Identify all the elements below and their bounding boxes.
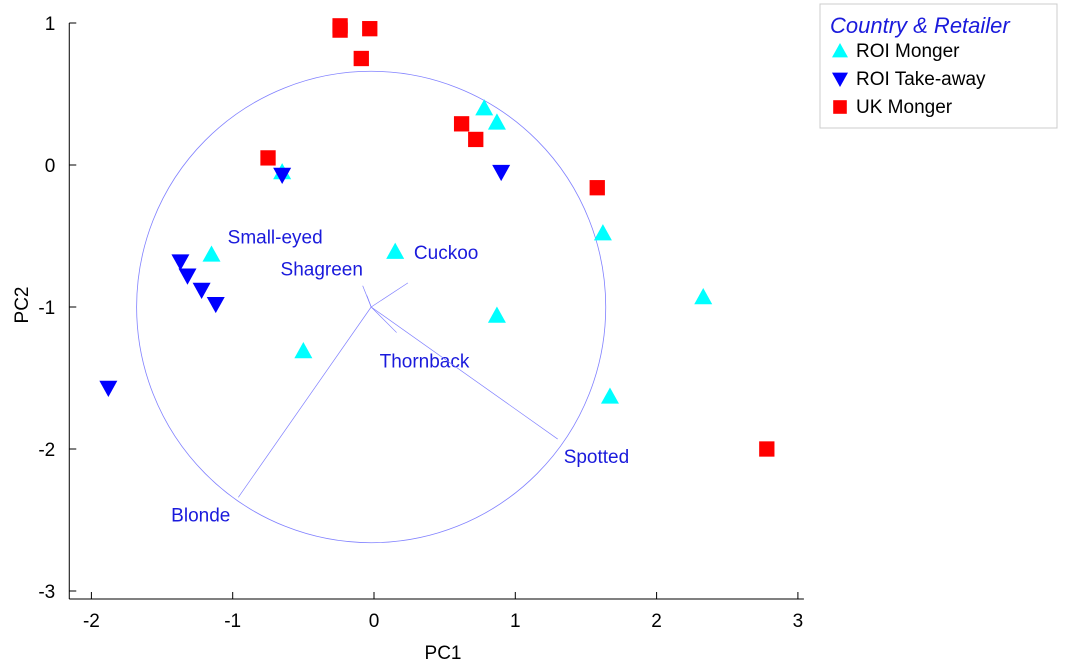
loading-vector-label: Small-eyed [228, 228, 323, 249]
legend-marker-uk-monger [833, 100, 847, 114]
legend-marker-roi-take-away [832, 72, 848, 87]
legend-label-roi-take-away: ROI Take-away [856, 69, 986, 90]
point-roi-monger [487, 113, 506, 130]
loading-vector-label: Blonde [171, 505, 230, 526]
point-roi-take-away [206, 296, 225, 314]
y-tick-label: 0 [45, 156, 56, 177]
point-roi-monger [694, 288, 713, 305]
legend-marker-roi-monger [832, 43, 848, 58]
point-uk-monger [589, 180, 605, 196]
legend-title: Country & Retailer [830, 13, 1011, 38]
point-uk-monger [362, 21, 378, 37]
point-roi-monger [487, 306, 506, 323]
correlation-circle-layer [136, 70, 607, 544]
loading-vector-line [238, 306, 372, 498]
point-roi-take-away [171, 254, 190, 271]
point-roi-take-away [178, 268, 197, 285]
correlation-circle [136, 70, 607, 544]
point-roi-take-away [99, 380, 118, 397]
loading-vector-label: Cuckoo [414, 243, 478, 264]
loading-vector-label: Thornback [380, 352, 470, 373]
loading-vectors-layer: Small-eyed Shagreen Cuckoo Thornback Spotted… [171, 228, 629, 527]
x-tick-label: 1 [510, 611, 521, 632]
point-roi-monger [386, 242, 405, 259]
point-uk-monger [353, 50, 369, 67]
point-roi-take-away [273, 167, 292, 184]
x-axis-title: PC1 [425, 643, 462, 662]
point-roi-monger [294, 342, 313, 359]
y-axis-title: PC2 [12, 287, 33, 324]
point-uk-monger [260, 150, 276, 166]
point-uk-monger [332, 22, 348, 38]
y-tick-label: -1 [38, 298, 55, 319]
loading-vector-label: Spotted [564, 447, 630, 468]
legend-label-roi-monger: ROI Monger [856, 41, 960, 62]
x-tick-label: 3 [793, 611, 804, 632]
loading-vector-line [370, 306, 558, 440]
axes: -2 -1 0 1 2 3 1 0 -1 -2 -3 [38, 14, 804, 632]
loading-vector-label: Shagreen [281, 260, 363, 281]
data-points-layer [99, 18, 775, 457]
x-tick-label: -2 [83, 611, 100, 632]
point-uk-monger [468, 131, 484, 148]
point-roi-take-away [492, 164, 511, 182]
point-roi-take-away [192, 282, 211, 299]
y-tick-label: -2 [38, 440, 55, 461]
point-roi-monger [475, 99, 494, 116]
legend-label-uk-monger: UK Monger [856, 97, 953, 118]
loading-vector-line [370, 282, 409, 308]
point-roi-monger [600, 387, 619, 404]
loading-vector-line [370, 306, 397, 333]
x-tick-label: 2 [651, 611, 662, 632]
loading-vector-line [366, 295, 372, 308]
point-uk-monger [759, 441, 775, 457]
point-roi-monger [593, 224, 612, 241]
x-tick-label: -1 [224, 611, 241, 632]
point-uk-monger [453, 116, 470, 132]
y-tick-label: 1 [45, 14, 56, 35]
legend-box [819, 3, 1058, 129]
point-roi-monger [202, 245, 221, 262]
legend-items: ROI Monger ROI Take-away UK Monger [832, 41, 986, 118]
legend: Country & Retailer ROI Monger ROI Take-aw… [819, 3, 1058, 129]
x-tick-label: 0 [369, 611, 380, 632]
y-tick-label: -3 [38, 582, 55, 603]
